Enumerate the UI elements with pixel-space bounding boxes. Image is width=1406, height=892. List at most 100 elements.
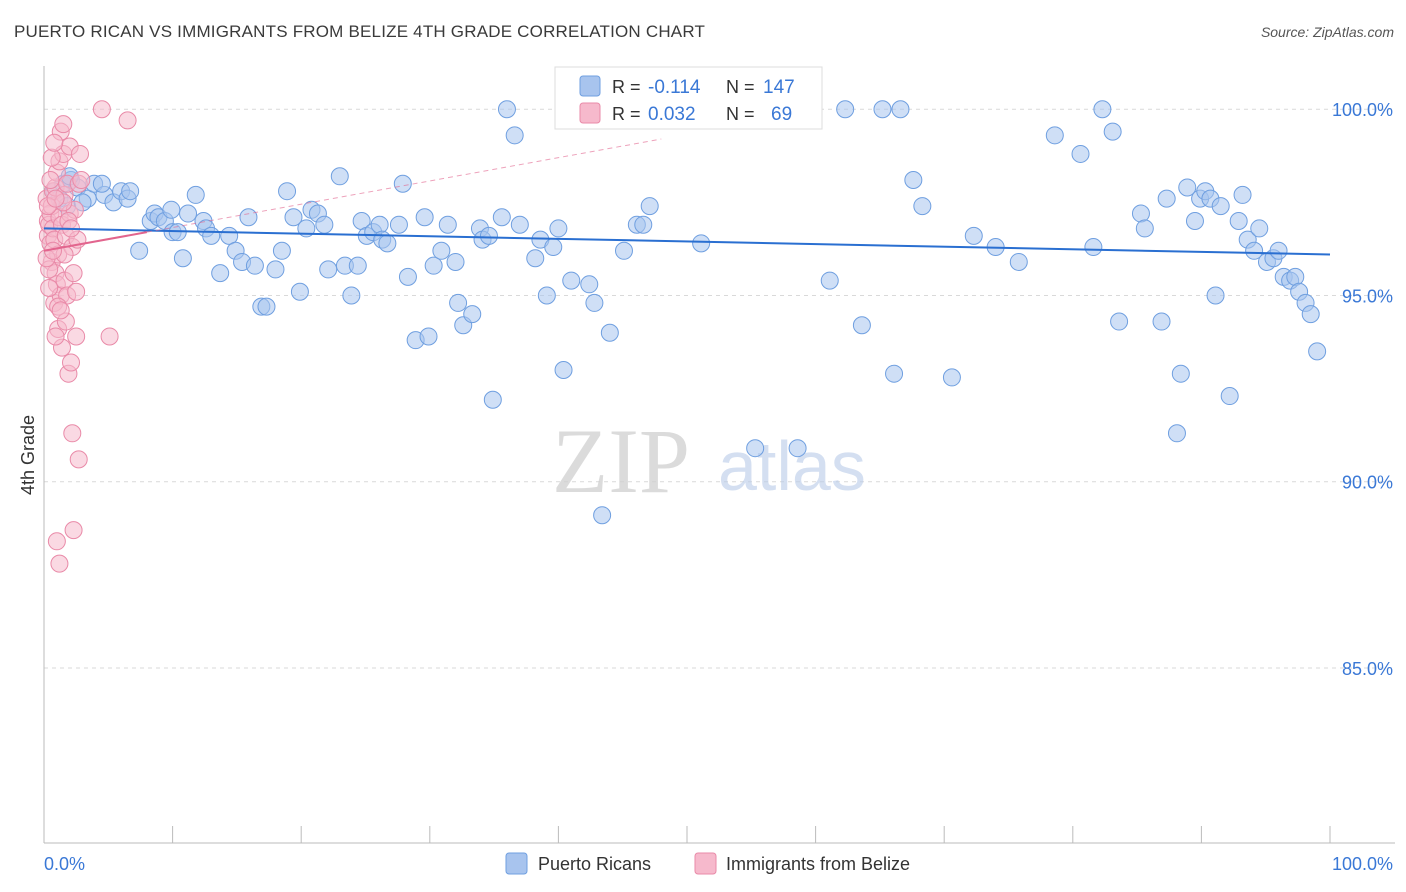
- point-puerto-rican: [179, 204, 198, 223]
- y-tick-label: 85.0%: [1342, 659, 1393, 679]
- point-belize: [118, 111, 137, 130]
- point-puerto-rican: [446, 252, 465, 271]
- point-puerto-rican: [463, 305, 482, 324]
- point-puerto-rican: [239, 208, 258, 227]
- point-puerto-rican: [1131, 204, 1150, 223]
- point-puerto-rican: [438, 215, 457, 234]
- point-puerto-rican: [593, 506, 612, 525]
- point-puerto-rican: [449, 293, 468, 312]
- point-puerto-rican: [891, 100, 910, 119]
- point-puerto-rican: [692, 234, 711, 253]
- point-puerto-rican: [1157, 189, 1176, 208]
- point-puerto-rican: [600, 323, 619, 342]
- stat-legend: R = -0.114 N = 147 R = 0.032 N = 69: [554, 66, 823, 130]
- point-puerto-rican: [370, 215, 389, 234]
- point-puerto-rican: [492, 208, 511, 227]
- point-puerto-rican: [389, 215, 408, 234]
- point-puerto-rican: [580, 275, 599, 294]
- point-belize: [67, 282, 86, 301]
- point-puerto-rican: [1135, 219, 1154, 238]
- legend-swatch-belize: [694, 852, 717, 875]
- point-puerto-rican: [272, 241, 291, 260]
- watermark-atlas: atlas: [718, 427, 866, 505]
- point-belize: [51, 301, 70, 320]
- n-label-pink: N =: [726, 104, 755, 124]
- point-puerto-rican: [585, 293, 604, 312]
- point-belize: [69, 450, 88, 469]
- chart-title: PUERTO RICAN VS IMMIGRANTS FROM BELIZE 4…: [14, 22, 706, 41]
- point-puerto-rican: [1167, 424, 1186, 443]
- point-puerto-rican: [319, 260, 338, 279]
- point-puerto-rican: [1269, 241, 1288, 260]
- point-belize: [92, 100, 111, 119]
- point-puerto-rican: [1286, 267, 1305, 286]
- stat-legend-swatch-blue: [579, 75, 601, 97]
- point-puerto-rican: [278, 182, 297, 201]
- point-puerto-rican: [1245, 241, 1264, 260]
- point-puerto-rican: [424, 256, 443, 275]
- point-puerto-rican: [1093, 100, 1112, 119]
- trend-line-puerto-ricans: [43, 227, 1331, 256]
- point-puerto-rican: [121, 182, 140, 201]
- labels-layer: 85.0% 90.0% 95.0% 100.0% 0.0% 100.0% 4th Grade: [18, 100, 1393, 874]
- point-belize: [41, 171, 60, 190]
- point-puerto-rican: [1229, 211, 1248, 230]
- point-belize: [64, 264, 83, 283]
- point-puerto-rican: [1308, 342, 1327, 361]
- n-label-blue: N =: [726, 77, 755, 97]
- point-belize: [62, 353, 81, 372]
- point-puerto-rican: [1178, 178, 1197, 197]
- point-puerto-rican: [964, 226, 983, 245]
- legend-label-belize: Immigrants from Belize: [726, 854, 910, 874]
- point-puerto-rican: [432, 241, 451, 260]
- point-belize: [64, 521, 83, 540]
- legend-label-puerto-ricans: Puerto Ricans: [538, 854, 651, 874]
- watermark: ZIP atlas: [552, 410, 866, 512]
- point-puerto-rican: [479, 226, 498, 245]
- point-puerto-rican: [173, 249, 192, 268]
- point-belize: [46, 327, 65, 346]
- point-puerto-rican: [913, 197, 932, 216]
- point-puerto-rican: [634, 215, 653, 234]
- r-value-pink: 0.032: [648, 104, 696, 125]
- point-puerto-rican: [1071, 144, 1090, 163]
- trend-layer: [43, 138, 1331, 256]
- point-puerto-rican: [1233, 185, 1252, 204]
- point-puerto-rican: [537, 286, 556, 305]
- point-belize: [42, 148, 61, 167]
- point-puerto-rican: [245, 256, 264, 275]
- point-puerto-rican: [1171, 364, 1190, 383]
- point-puerto-rican: [266, 260, 285, 279]
- point-puerto-rican: [1250, 219, 1269, 238]
- point-belize: [45, 133, 64, 152]
- point-puerto-rican: [788, 439, 807, 458]
- point-puerto-rican: [1152, 312, 1171, 331]
- points-layer: [37, 100, 1327, 573]
- point-puerto-rican: [526, 249, 545, 268]
- point-puerto-rican: [186, 185, 205, 204]
- point-puerto-rican: [544, 238, 563, 257]
- point-puerto-rican: [393, 174, 412, 193]
- point-puerto-rican: [820, 271, 839, 290]
- r-label-pink: R =: [612, 104, 641, 124]
- legend-swatch-puerto-ricans: [505, 852, 528, 875]
- y-axis-label: 4th Grade: [18, 415, 38, 495]
- point-puerto-rican: [342, 286, 361, 305]
- point-puerto-rican: [1110, 312, 1129, 331]
- point-puerto-rican: [1185, 211, 1204, 230]
- point-puerto-rican: [92, 174, 111, 193]
- x-tick-label: 100.0%: [1332, 854, 1393, 874]
- point-puerto-rican: [549, 219, 568, 238]
- point-puerto-rican: [257, 297, 276, 316]
- point-puerto-rican: [614, 241, 633, 260]
- point-belize: [100, 327, 119, 346]
- point-puerto-rican: [1220, 387, 1239, 406]
- point-belize: [54, 115, 73, 134]
- point-belize: [46, 189, 65, 208]
- point-puerto-rican: [483, 390, 502, 409]
- point-puerto-rican: [1084, 238, 1103, 257]
- y-tick-label: 100.0%: [1332, 100, 1393, 120]
- point-belize: [63, 424, 82, 443]
- point-puerto-rican: [1045, 126, 1064, 145]
